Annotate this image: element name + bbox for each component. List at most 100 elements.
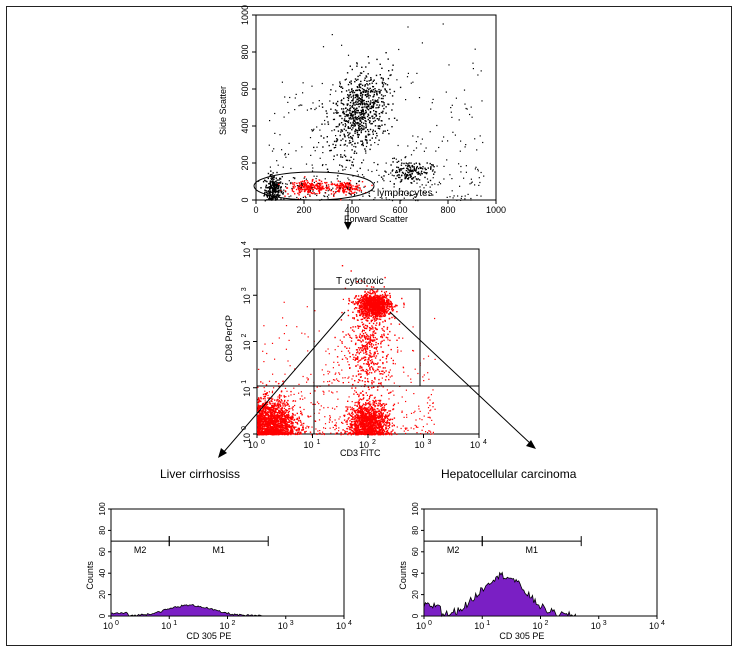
event-dot xyxy=(344,432,346,434)
event-dot xyxy=(368,194,370,197)
event-dot xyxy=(386,307,388,310)
event-dot xyxy=(367,428,369,431)
event-dot xyxy=(361,406,363,408)
event-dot xyxy=(271,422,274,425)
event-dot xyxy=(264,405,266,408)
event-dot xyxy=(443,136,445,138)
event-dot xyxy=(373,198,375,201)
event-dot xyxy=(355,427,357,429)
event-dot xyxy=(384,410,386,412)
event-dot xyxy=(344,185,346,188)
event-dot xyxy=(380,77,383,79)
event-dot xyxy=(349,109,351,112)
event-dot xyxy=(264,408,266,410)
event-dot xyxy=(370,144,372,146)
event-dot xyxy=(341,129,343,131)
event-dot xyxy=(370,293,373,295)
event-dot xyxy=(257,397,260,400)
event-dot xyxy=(386,298,388,300)
event-dot xyxy=(275,420,277,422)
event-dot xyxy=(436,124,438,127)
event-dot xyxy=(321,164,324,167)
event-dot xyxy=(326,141,328,143)
event-dot xyxy=(378,433,380,435)
event-dot xyxy=(362,195,364,197)
event-dot xyxy=(371,426,373,428)
event-dot xyxy=(356,170,358,172)
event-dot xyxy=(311,164,313,166)
event-dot xyxy=(305,186,307,188)
event-dot xyxy=(365,76,368,78)
event-dot xyxy=(332,102,335,104)
event-dot xyxy=(264,411,266,413)
event-dot xyxy=(274,191,276,194)
event-dot xyxy=(360,422,363,425)
event-dot xyxy=(290,181,292,184)
event-dot xyxy=(374,419,376,421)
event-dot xyxy=(294,97,296,99)
event-dot xyxy=(407,26,409,28)
event-dot xyxy=(339,182,341,184)
event-dot xyxy=(362,159,365,161)
event-dot xyxy=(271,412,273,414)
event-dot xyxy=(285,432,287,434)
event-dot xyxy=(382,298,384,300)
event-dot xyxy=(381,67,383,69)
event-dot xyxy=(308,183,311,185)
event-dot xyxy=(415,199,417,202)
event-dot xyxy=(459,150,461,152)
event-dot xyxy=(366,142,368,144)
event-dot xyxy=(319,186,321,188)
event-dot xyxy=(384,415,386,418)
event-dot xyxy=(374,99,376,102)
event-dot xyxy=(298,182,300,184)
event-dot xyxy=(273,429,275,431)
event-dot xyxy=(378,404,380,407)
event-dot xyxy=(298,192,301,194)
event-dot xyxy=(347,406,349,408)
event-dot xyxy=(360,103,362,105)
event-dot xyxy=(383,408,385,410)
event-dot xyxy=(431,102,433,104)
event-dot xyxy=(378,416,380,418)
event-dot xyxy=(377,420,379,422)
event-dot xyxy=(269,188,271,191)
event-dot xyxy=(376,104,378,106)
event-dot xyxy=(372,427,374,429)
event-dot xyxy=(369,87,371,90)
event-dot xyxy=(375,111,378,113)
event-dot xyxy=(411,182,413,184)
event-dot xyxy=(269,197,271,199)
event-dot xyxy=(364,420,367,422)
event-dot xyxy=(470,106,472,108)
event-dot xyxy=(385,90,388,92)
event-dot xyxy=(283,198,285,200)
event-dot xyxy=(335,102,338,105)
event-dot xyxy=(360,100,363,102)
event-dot xyxy=(386,416,388,418)
event-dot xyxy=(259,426,262,428)
event-dot xyxy=(356,89,359,92)
event-dot xyxy=(379,92,381,94)
event-dot xyxy=(381,418,383,420)
event-dot xyxy=(349,428,351,431)
event-dot xyxy=(392,103,394,105)
event-dot xyxy=(280,198,282,200)
event-dot xyxy=(257,414,259,416)
event-dot xyxy=(355,416,357,419)
event-dot xyxy=(357,187,359,189)
event-dot xyxy=(284,195,286,197)
event-dot xyxy=(362,108,364,111)
event-dot xyxy=(306,187,309,189)
event-dot xyxy=(346,145,348,147)
event-dot xyxy=(281,415,283,417)
event-dot xyxy=(415,141,417,143)
event-dot xyxy=(265,425,267,427)
event-dot xyxy=(316,187,319,189)
event-dot xyxy=(347,83,350,86)
event-dot xyxy=(359,93,362,95)
event-dot xyxy=(311,192,313,194)
event-dot xyxy=(272,426,274,429)
event-dot xyxy=(304,190,306,193)
event-dot xyxy=(352,104,354,107)
